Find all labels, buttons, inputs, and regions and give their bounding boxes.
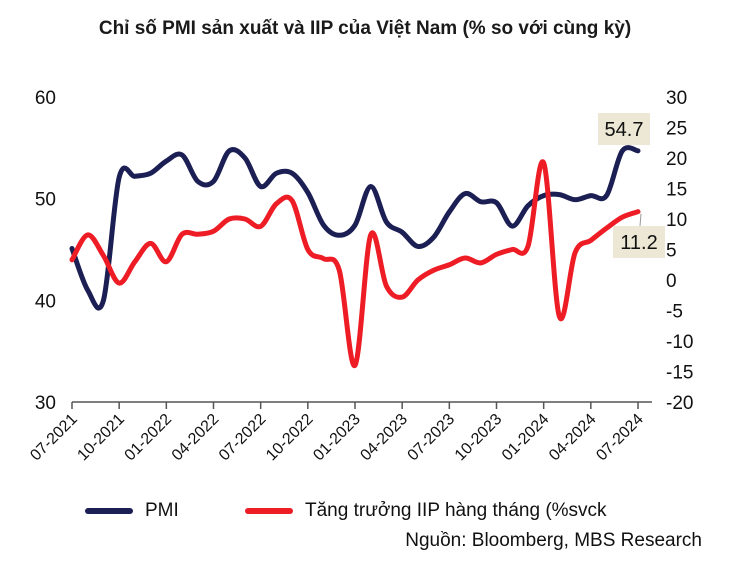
left-y-tick-label: 60 — [35, 88, 56, 109]
x-tick-label: 04-2023 — [357, 411, 411, 465]
annotation-iip: 11.2 — [620, 232, 657, 254]
right-y-tick-label: 20 — [666, 149, 687, 170]
source-note: Nguồn: Bloomberg, MBS Research — [405, 530, 702, 551]
right-y-tick-label: -10 — [666, 332, 693, 353]
chart-title: Chỉ số PMI sản xuất và IIP của Việt Nam … — [98, 18, 632, 39]
x-tick-label: 01-2022 — [122, 411, 176, 465]
right-y-tick-label: -5 — [666, 302, 683, 323]
left-y-tick-label: 40 — [35, 291, 56, 312]
right-y-tick-label: 0 — [666, 271, 677, 292]
annotation-box-iip — [613, 226, 665, 258]
annotation-pmi: 54.7 — [605, 119, 644, 141]
legend-item-pmi: PMI — [85, 500, 179, 522]
right-y-tick-label: 25 — [666, 119, 687, 140]
right-y-tick-label: -15 — [666, 363, 693, 384]
annotation-box-pmi — [598, 113, 650, 145]
x-tick-label: 04-2024 — [546, 411, 600, 465]
x-tick-label: 04-2022 — [169, 411, 223, 465]
right-y-tick-label: 5 — [666, 241, 677, 262]
x-tick-label: 01-2023 — [310, 411, 364, 465]
x-tick-label: 07-2021 — [27, 411, 81, 465]
x-tick-label: 01-2024 — [499, 411, 553, 465]
annotation-leader-iip — [639, 213, 642, 227]
legend-swatch-iip — [245, 508, 293, 514]
left-y-tick-label: 30 — [35, 393, 56, 414]
legend-label-pmi: PMI — [145, 500, 179, 521]
left-y-tick-label: 50 — [35, 190, 56, 211]
legend-swatch-pmi — [85, 508, 133, 514]
right-y-tick-label: 15 — [666, 180, 687, 201]
x-tick-label: 10-2021 — [74, 411, 128, 465]
legend-label-iip: Tăng trưởng IIP hàng tháng (%svck — [305, 500, 607, 521]
x-tick-label: 07-2024 — [593, 411, 647, 465]
x-tick-label: 07-2022 — [216, 411, 270, 465]
x-tick-label: 07-2023 — [405, 411, 459, 465]
x-tick-label: 10-2023 — [452, 411, 506, 465]
right-y-tick-label: 10 — [666, 210, 687, 231]
right-y-tick-label: -20 — [666, 393, 693, 414]
x-tick-label: 10-2022 — [263, 411, 317, 465]
pmi-line — [69, 145, 641, 311]
legend-item-iip: Tăng trưởng IIP hàng tháng (%svck — [245, 500, 607, 522]
right-y-tick-label: 30 — [666, 88, 687, 109]
iip-line — [69, 159, 641, 368]
